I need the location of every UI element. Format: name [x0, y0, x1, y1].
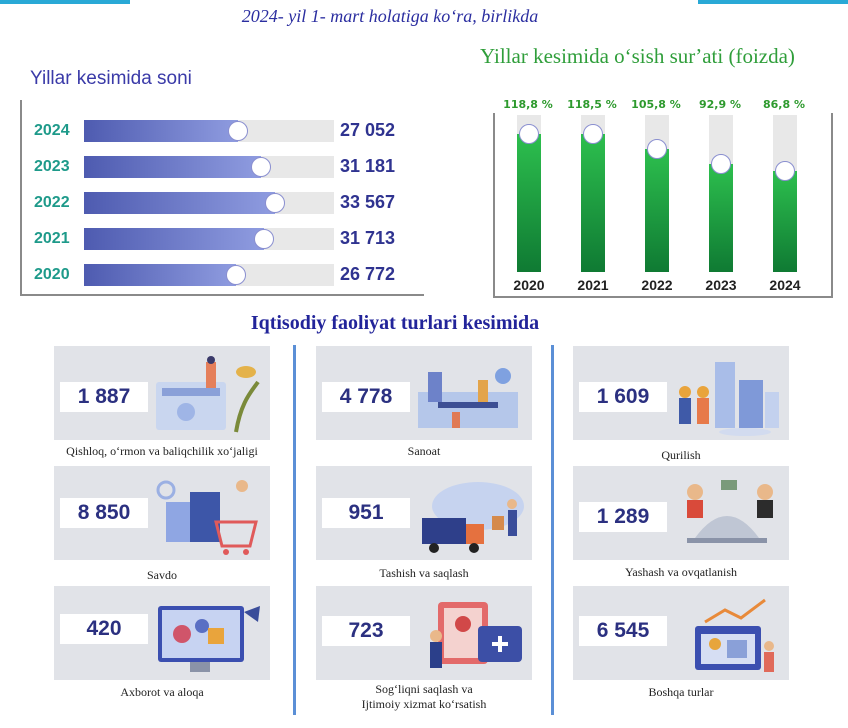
activity-label: Sogʻliqni saqlash va: [375, 682, 473, 696]
bar-end-marker: [265, 193, 285, 213]
bar: [84, 156, 261, 178]
activity-value: 420: [60, 614, 148, 644]
bar-end-marker: [519, 124, 539, 144]
column-divider: [551, 345, 554, 715]
bar: [84, 192, 275, 214]
bar-row: 2023 31 181: [22, 156, 422, 180]
bar-value-label: 27 052: [340, 120, 396, 140]
section-title: Iqtisodiy faoliyat turlari kesimida: [250, 312, 540, 334]
bar-value-label: 86,8 %: [763, 98, 805, 111]
bar-row: 2020 26 772: [22, 264, 422, 288]
corner-accent-left: [0, 0, 130, 4]
bar: [84, 228, 264, 250]
bar-value-label: 26 772: [340, 264, 396, 284]
column-divider: [293, 345, 296, 715]
bar-value-label: 31 181: [340, 156, 396, 176]
activity-value: 6 545: [579, 616, 667, 646]
bar: [84, 264, 236, 286]
bar-end-marker: [226, 265, 246, 285]
activity-label: Axborot va aloqa: [120, 685, 204, 699]
bar-category-label: 2020: [513, 277, 545, 293]
activity-label: Yashash va ovqatlanish: [624, 565, 738, 579]
activity-value: 951: [322, 498, 410, 528]
activity-value: 8 850: [60, 498, 148, 528]
horizontal-bar-chart: 2024 27 052 2023 31 181 2022 33 567 2021 31 713…: [20, 100, 424, 296]
bar-track: [645, 115, 669, 272]
bar-category-label: 2024: [769, 277, 801, 293]
bar: [581, 134, 605, 272]
bar-value-label: 118,5 %: [567, 98, 617, 111]
activity-value: 723: [322, 616, 410, 646]
bar-value-label: 105,8 %: [631, 98, 681, 111]
bar: [773, 171, 797, 272]
bar-value-label: 118,8 %: [503, 98, 553, 111]
bar-track: [517, 115, 541, 272]
activity-value: 1 609: [579, 382, 667, 412]
bar-end-marker: [251, 157, 271, 177]
bar-track: [84, 228, 334, 250]
bar: [645, 149, 669, 272]
bar-end-marker: [775, 161, 795, 181]
activity-label: Qishloq, oʻrmon va baliqchilik xoʻjaligi: [66, 444, 258, 458]
bar-track: [581, 115, 605, 272]
bar: [84, 120, 238, 142]
bar-category-label: 2021: [34, 230, 70, 247]
header-date-title: 2024- yil 1- mart holatiga koʻra, birlik…: [241, 6, 539, 26]
bar-end-marker: [711, 154, 731, 174]
corner-accent-right: [698, 0, 848, 4]
bar-track: [773, 115, 797, 272]
activity-value: 1 887: [60, 382, 148, 412]
bar-track: [84, 264, 334, 286]
bar-end-marker: [254, 229, 274, 249]
activity-label: Tashish va saqlash: [379, 566, 469, 580]
activity-label: Savdo: [147, 568, 177, 582]
activity-label: Sanoat: [407, 444, 441, 458]
bar-category-label: 2022: [641, 277, 673, 293]
activity-label: Boshqa turlar: [648, 685, 714, 699]
bar-end-marker: [647, 139, 667, 159]
right-chart-title: Yillar kesimida oʻsish surʼati (foizda): [480, 44, 795, 68]
activity-value: 1 289: [579, 502, 667, 532]
bar: [517, 134, 541, 272]
bar-row: 2021 31 713: [22, 228, 422, 252]
bar-value-label: 33 567: [340, 192, 396, 212]
bar-track: [84, 192, 334, 214]
bar-track: [84, 156, 334, 178]
bar-value-label: 92,9 %: [699, 98, 741, 111]
bar-category-label: 2021: [577, 277, 609, 293]
agriculture-icon: [54, 346, 270, 440]
bar-category-label: 2022: [34, 194, 70, 211]
bar-category-label: 2023: [34, 158, 70, 175]
bar-row: 2022 33 567: [22, 192, 422, 216]
bar-end-marker: [583, 124, 603, 144]
bar-category-label: 2020: [34, 266, 70, 283]
bar-value-label: 31 713: [340, 228, 396, 248]
activity-label-line2: Ijtimoiy xizmat koʻrsatish: [361, 697, 487, 711]
bar-category-label: 2023: [705, 277, 737, 293]
bar-track: [84, 120, 334, 142]
bar-end-marker: [228, 121, 248, 141]
left-chart-title: Yillar kesimida soni: [30, 68, 192, 89]
activity-value: 4 778: [322, 382, 410, 412]
bar: [709, 164, 733, 272]
vertical-bar-chart: 118,8 % 2020 118,5 % 2021 105,8 % 2022 92,9 % 2…: [493, 98, 833, 298]
bar-row: 2024 27 052: [22, 120, 422, 144]
bar-track: [709, 115, 733, 272]
bar-category-label: 2024: [34, 122, 70, 139]
activity-label: Qurilish: [661, 448, 701, 462]
